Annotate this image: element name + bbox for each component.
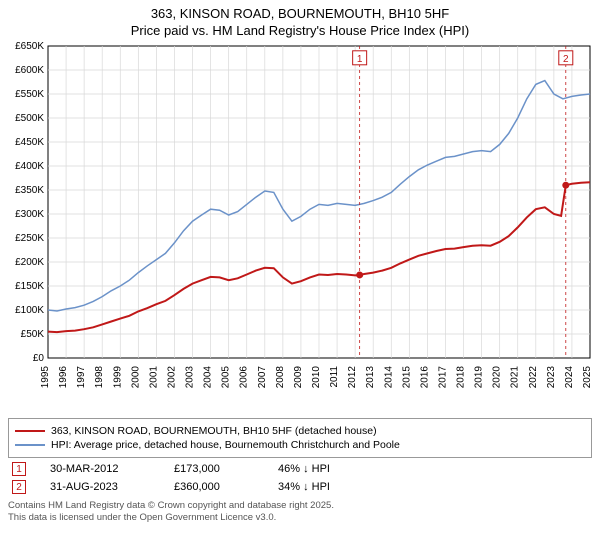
svg-text:2004: 2004 xyxy=(203,366,214,389)
sale-marker-icon: 1 xyxy=(12,462,26,476)
svg-text:2023: 2023 xyxy=(546,366,557,389)
svg-text:1996: 1996 xyxy=(58,366,69,389)
svg-text:2007: 2007 xyxy=(257,366,268,389)
title-address: 363, KINSON ROAD, BOURNEMOUTH, BH10 5HF xyxy=(0,6,600,21)
legend-item: 363, KINSON ROAD, BOURNEMOUTH, BH10 5HF … xyxy=(15,425,585,437)
footer-attribution: Contains HM Land Registry data © Crown c… xyxy=(8,500,592,523)
sale-date: 31-AUG-2023 xyxy=(50,481,150,493)
svg-text:£500K: £500K xyxy=(15,113,44,124)
svg-text:2012: 2012 xyxy=(347,366,358,389)
chart-plot: £0 £50K £100K £150K £200K £250K £300K £350K £400… xyxy=(0,38,600,408)
svg-text:2021: 2021 xyxy=(510,366,521,389)
sale-price: £173,000 xyxy=(174,463,254,475)
svg-text:2005: 2005 xyxy=(221,366,232,389)
sales-row: 2 31-AUG-2023 £360,000 34% ↓ HPI xyxy=(8,480,592,494)
svg-text:1999: 1999 xyxy=(112,366,123,389)
svg-text:£600K: £600K xyxy=(15,65,44,76)
svg-text:2015: 2015 xyxy=(401,366,412,389)
svg-text:2003: 2003 xyxy=(185,366,196,389)
legend-swatch xyxy=(15,430,45,432)
footer-line: Contains HM Land Registry data © Crown c… xyxy=(8,500,592,511)
svg-text:£400K: £400K xyxy=(15,161,44,172)
svg-text:£300K: £300K xyxy=(15,209,44,220)
sales-table: 1 30-MAR-2012 £173,000 46% ↓ HPI 2 31-AU… xyxy=(8,462,592,494)
svg-text:£550K: £550K xyxy=(15,89,44,100)
svg-text:1: 1 xyxy=(357,54,363,65)
svg-text:£0: £0 xyxy=(33,353,45,364)
legend-label: HPI: Average price, detached house, Bour… xyxy=(51,439,400,451)
svg-text:2022: 2022 xyxy=(528,366,539,389)
sale-diff: 46% ↓ HPI xyxy=(278,463,388,475)
sale-date: 30-MAR-2012 xyxy=(50,463,150,475)
chart-titles: 363, KINSON ROAD, BOURNEMOUTH, BH10 5HF … xyxy=(0,0,600,38)
svg-text:2018: 2018 xyxy=(456,366,467,389)
svg-text:£50K: £50K xyxy=(21,329,45,340)
svg-text:£200K: £200K xyxy=(15,257,44,268)
svg-text:£650K: £650K xyxy=(15,41,44,52)
svg-text:£150K: £150K xyxy=(15,281,44,292)
svg-text:2024: 2024 xyxy=(564,366,575,389)
legend-item: HPI: Average price, detached house, Bour… xyxy=(15,439,585,451)
legend-label: 363, KINSON ROAD, BOURNEMOUTH, BH10 5HF … xyxy=(51,425,377,437)
svg-text:1997: 1997 xyxy=(76,366,87,389)
sales-row: 1 30-MAR-2012 £173,000 46% ↓ HPI xyxy=(8,462,592,476)
legend-box: 363, KINSON ROAD, BOURNEMOUTH, BH10 5HF … xyxy=(8,418,592,458)
svg-text:2010: 2010 xyxy=(311,366,322,389)
sale-price: £360,000 xyxy=(174,481,254,493)
svg-text:2008: 2008 xyxy=(275,366,286,389)
svg-text:2011: 2011 xyxy=(329,366,340,388)
svg-text:2006: 2006 xyxy=(239,366,250,389)
svg-text:2: 2 xyxy=(563,54,569,65)
svg-text:2016: 2016 xyxy=(419,366,430,389)
svg-text:2000: 2000 xyxy=(130,366,141,389)
svg-text:2017: 2017 xyxy=(437,366,448,389)
svg-text:1998: 1998 xyxy=(94,366,105,389)
legend-swatch xyxy=(15,444,45,446)
svg-text:2002: 2002 xyxy=(166,366,177,389)
svg-text:2014: 2014 xyxy=(383,366,394,389)
svg-text:£450K: £450K xyxy=(15,137,44,148)
svg-text:2025: 2025 xyxy=(582,366,593,389)
sale-marker-icon: 2 xyxy=(12,480,26,494)
svg-text:£350K: £350K xyxy=(15,185,44,196)
svg-text:2019: 2019 xyxy=(474,366,485,389)
svg-text:£100K: £100K xyxy=(15,305,44,316)
sale-diff: 34% ↓ HPI xyxy=(278,481,388,493)
svg-text:2009: 2009 xyxy=(293,366,304,389)
svg-text:1995: 1995 xyxy=(40,366,51,389)
svg-text:2013: 2013 xyxy=(365,366,376,389)
svg-text:2020: 2020 xyxy=(492,366,503,389)
svg-text:£250K: £250K xyxy=(15,233,44,244)
svg-text:2001: 2001 xyxy=(148,366,159,389)
footer-line: This data is licensed under the Open Gov… xyxy=(8,512,592,523)
title-subtitle: Price paid vs. HM Land Registry's House … xyxy=(0,23,600,38)
